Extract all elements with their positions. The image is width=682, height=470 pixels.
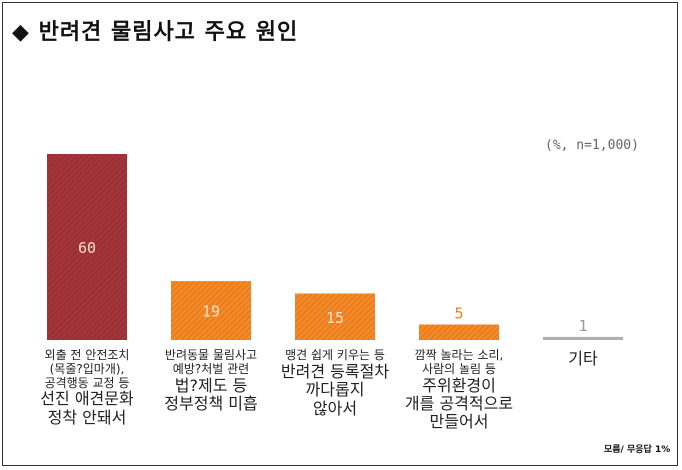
- category-label: 맹견 쉽게 키우는 등 반려견 등록절차 까다롭지 않아서: [270, 348, 400, 418]
- chart-frame: [2, 2, 678, 466]
- category-label-line: 정부정책 미흡: [164, 393, 258, 413]
- category-label-line: 반려견 등록절차: [280, 361, 390, 381]
- category-label: 기타: [518, 349, 648, 368]
- chart-title: ◆ 반려견 물림사고 주요 원인: [12, 20, 299, 45]
- data-label: 19: [202, 303, 220, 321]
- category-label-line: 선진 애견문화: [40, 389, 134, 409]
- category-label-line: 깜짝 놀라는 소리,: [414, 348, 504, 362]
- footnote: 모름/ 무응답 1%: [604, 445, 671, 455]
- bar-1: [47, 154, 127, 340]
- category-label-line: 정착 안돼서: [47, 407, 127, 427]
- bar-2: [171, 281, 251, 340]
- category-label-line: 법?제도 등: [174, 375, 248, 395]
- category-label-line: 사람의 놀림 등: [422, 361, 496, 376]
- category-label-line: 까다롭지: [305, 380, 365, 400]
- data-label: 15: [326, 309, 344, 327]
- data-label: 60: [78, 239, 96, 257]
- data-label: 1: [578, 317, 587, 335]
- category-label-line: 개를 공격적으로: [404, 393, 514, 413]
- category-label-line: 주위환경이: [422, 375, 496, 395]
- unit-note: (%, n=1,000): [545, 138, 639, 153]
- category-label-line: 않아서: [312, 398, 358, 418]
- category-label: 반려동물 물림사고 예방?처벌 관련 법?제도 등 정부정책 미흡: [146, 348, 276, 413]
- category-label: 깜짝 놀라는 소리, 사람의 놀림 등 주위환경이 개를 공격적으로 만들어서: [394, 348, 524, 432]
- bar-3: [295, 293, 375, 340]
- category-label-line: 예방?처벌 관련: [172, 361, 250, 376]
- data-label: 5: [454, 305, 463, 323]
- category-label-line: 외출 전 안전조치: [44, 348, 130, 362]
- bar-4: [419, 324, 499, 340]
- category-label-line: (목줄?입마개),: [49, 361, 125, 376]
- category-label-line: 반려동물 물림사고: [164, 348, 258, 362]
- category-label-line: 만들어서: [429, 412, 489, 432]
- category-label-line: 기타: [568, 349, 598, 368]
- category-label-line: 맹견 쉽게 키우는 등: [285, 348, 385, 362]
- category-label: 외출 전 안전조치 (목줄?입마개), 공격행동 교정 등 선진 애견문화 정착 안돼서: [22, 348, 152, 427]
- category-label-line: 공격행동 교정 등: [44, 375, 130, 390]
- bar-5: [543, 336, 623, 340]
